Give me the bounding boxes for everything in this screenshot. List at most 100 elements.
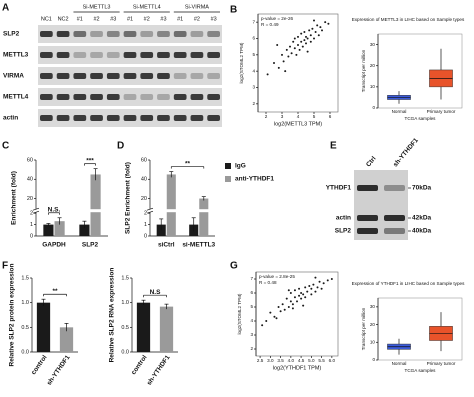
marker-label: 42kDa [412,215,432,222]
point [297,35,299,38]
blot-band [40,31,53,37]
y-tick-label: 0.5 [21,325,29,331]
point [290,52,293,55]
bar [159,306,174,352]
y-tick-label: 60 [27,157,33,163]
y-tick-label: 1.0 [21,300,29,306]
point [311,27,314,30]
point [273,315,276,318]
y-tick-label: 10 [370,84,376,89]
y-tick-label: 1.5 [21,275,29,281]
row-label: actin [3,115,18,122]
blot-band [140,52,154,58]
y-tick-label: 20 [27,196,33,202]
y-axis-label: Relative SLP2 protein expression [9,263,16,366]
blot-band [207,94,220,100]
point [289,45,291,48]
point [316,286,319,289]
point [303,30,306,33]
blot-band [190,94,204,100]
y-tick-label: 6 [252,36,255,41]
chart-title: Expression of METTL3 in LIHC based on Sa… [352,17,465,22]
row-label: YTHDF1 [326,185,352,192]
blot-band [73,94,87,100]
point [327,22,330,25]
chart-title: Expression of YTHDF1 in LIHC based on Sa… [352,281,465,286]
blot-band [56,94,70,100]
blot-band [40,73,53,79]
panel-label: F [2,261,8,272]
panel-label: D [117,141,124,152]
y-tick-label: 7 [250,276,253,281]
y-tick-label: 0 [30,233,33,239]
stat-label: R = 0.49 [261,22,279,27]
significance: N.S [150,289,162,296]
lane-label: #1 [177,16,183,22]
y-axis-label: SLP2 Enrichment (fold) [125,162,132,234]
y-tick-label: 0 [144,233,147,239]
point [276,44,279,47]
blot-band [157,31,170,37]
y-axis-label: log2(STOML2 TPM) [239,42,244,83]
y-tick-label: 0.0 [121,349,129,355]
x-tick-label: 3.0 [267,358,274,363]
blot-band [384,185,405,191]
point [281,53,283,56]
point [324,21,327,24]
blot-band [90,52,103,58]
x-tick-label: sh-YTHDF1 [46,354,72,387]
point [281,303,284,306]
y-tick-label: 4 [252,68,255,73]
blot-band [173,31,187,37]
x-tick-label: 3 [281,114,284,119]
stat-label: p-value = 2.8e-25 [259,274,295,279]
point [330,278,333,280]
blot-band [90,31,103,37]
point [300,32,303,35]
lane-label: NC1 [41,16,52,22]
y-tick-label: 0 [372,357,375,362]
stat-label: R = 0.48 [259,280,277,285]
legend-label: IgG [235,163,246,170]
blot-band [140,31,154,37]
point [275,317,278,320]
x-tick-label: 5.0 [308,358,315,363]
point [261,324,264,327]
point [285,48,288,51]
row-label: METTL3 [3,52,29,59]
point [305,42,307,45]
panel-label: B [230,5,237,16]
y-tick-label: 2 [252,101,255,106]
bar [79,224,90,236]
x-tick-label: 4.5 [298,358,305,363]
y-tick-label: 0.5 [121,325,129,331]
significance: N.S. [48,206,61,213]
legend-label: anti-YTHDF1 [235,176,274,183]
axis-break [33,209,108,213]
lane-label: #2 [93,16,99,22]
blot-band [106,73,120,79]
marker-label: 70kDa [412,185,432,192]
lane-label: #3 [160,16,166,22]
blot-band [173,52,187,58]
plot-frame [257,13,339,113]
y-tick-label: 1.5 [121,275,129,281]
lane-label: #2 [194,16,200,22]
blot-band [140,73,154,79]
stat-label: p-value = 2e-26 [261,16,293,21]
bar [43,224,54,236]
blot-band [384,215,405,221]
x-tick-label: 4.0 [288,358,295,363]
point [282,60,285,63]
blot-band [90,73,103,79]
point [287,289,290,292]
y-tick-label: 2 [144,211,147,217]
blot-band [90,115,103,121]
point [304,286,307,289]
group-label: Si-METTL3 [83,4,111,10]
point [269,311,272,314]
point [320,287,323,290]
significance: ** [185,160,191,167]
lane-label: #1 [77,16,83,22]
point [285,297,288,300]
